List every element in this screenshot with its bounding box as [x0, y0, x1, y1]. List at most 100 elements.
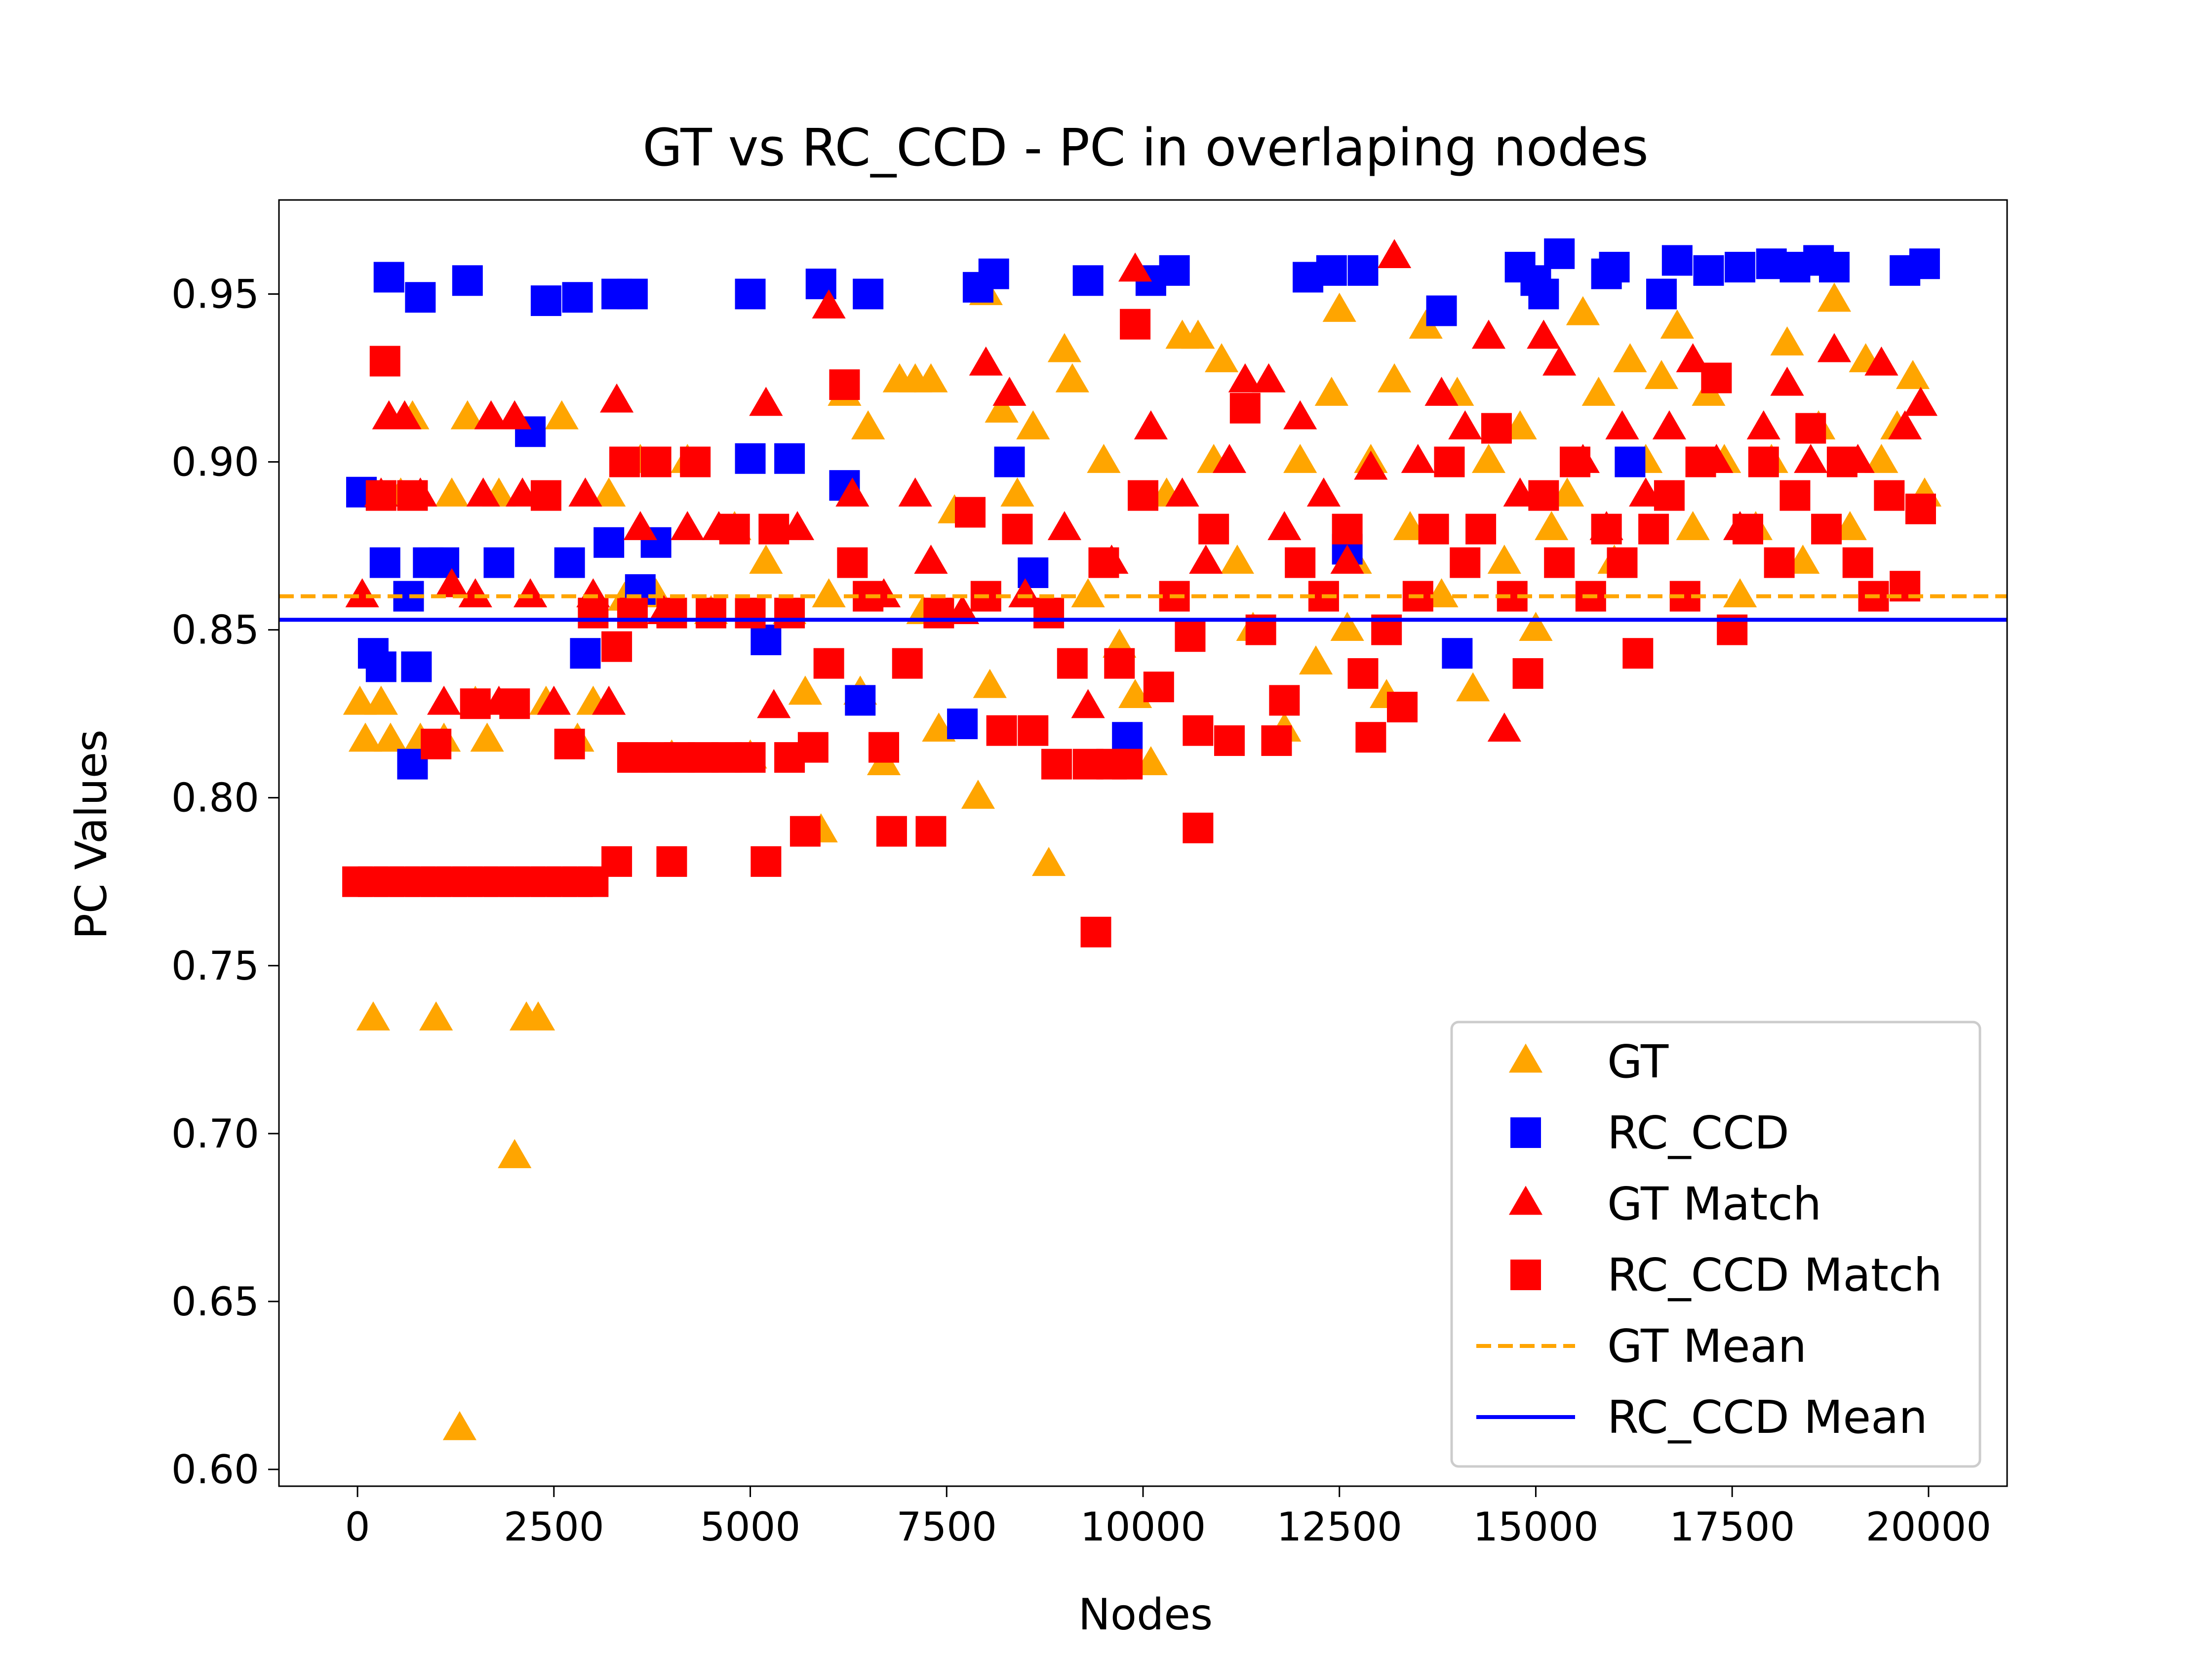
gt-point	[356, 1001, 391, 1030]
rc-ccd-point	[1909, 248, 1940, 279]
gt-point	[545, 400, 579, 430]
x-tick-label: 2500	[504, 1504, 604, 1550]
gt-match-point	[623, 511, 657, 540]
gt-match-point	[1047, 511, 1082, 540]
gt-point	[1314, 376, 1348, 406]
x-tick-label: 20000	[1866, 1504, 1992, 1550]
rc-ccd-match-point	[1544, 547, 1575, 578]
rc-ccd-match-point	[617, 597, 648, 629]
gt-match-point	[1817, 333, 1852, 362]
rc-ccd-match-point	[1332, 514, 1363, 545]
gt-match-point	[498, 400, 532, 430]
gt-point	[1322, 292, 1356, 322]
gt-point	[1613, 343, 1647, 372]
gt-point	[1220, 545, 1255, 574]
rc-ccd-match-point	[696, 597, 726, 629]
gt-match-point	[1283, 400, 1317, 430]
gt-match-point	[1228, 363, 1262, 393]
legend-label: RC_CCD	[1607, 1106, 1789, 1159]
gt-match-point	[835, 477, 869, 507]
gt-point	[1535, 511, 1569, 540]
rc-ccd-match-point	[1685, 446, 1716, 477]
gt-point	[1456, 672, 1490, 702]
rc-ccd-match-point	[1080, 916, 1111, 948]
rc-ccd-point	[570, 638, 601, 669]
gt-point	[973, 669, 1007, 698]
rc-ccd-point	[452, 265, 483, 296]
gt-point	[498, 1139, 532, 1168]
gt-match-point	[1903, 387, 1938, 416]
gt-match-point	[388, 400, 422, 430]
gt-match-point	[1354, 450, 1388, 480]
rc-ccd-match-point	[1842, 547, 1873, 578]
gt-point	[442, 1411, 477, 1440]
rc-ccd-match-point	[1387, 692, 1418, 723]
rc-ccd-match-point	[1261, 725, 1292, 756]
rc-ccd-point	[750, 625, 782, 656]
gt-point	[1330, 612, 1364, 641]
gt-point	[1377, 363, 1412, 393]
rc-ccd-match-point	[750, 846, 782, 877]
gt-point	[1487, 545, 1521, 574]
rc-ccd-point	[1599, 252, 1630, 283]
gt-match-point	[1864, 346, 1898, 376]
rc-ccd-match-point	[601, 631, 632, 662]
rc-ccd-point	[405, 282, 436, 313]
gt-match-point	[1794, 444, 1828, 473]
rc-ccd-point	[735, 278, 766, 310]
rc-ccd-point	[1615, 446, 1646, 477]
gt-point	[1660, 309, 1694, 339]
gt-point	[1896, 359, 1930, 389]
gt-match-point	[1471, 319, 1506, 349]
y-tick-label: 0.90	[171, 439, 259, 485]
rc-ccd-point	[369, 547, 400, 578]
legend-label: GT	[1607, 1035, 1669, 1088]
gt-match-point	[1071, 689, 1105, 718]
gt-match-point	[1424, 376, 1459, 406]
gt-point	[343, 685, 377, 715]
rc-ccd-point	[1072, 265, 1104, 296]
gt-match-point	[434, 568, 469, 597]
rc-ccd-match-point	[601, 846, 632, 877]
rc-ccd-point	[845, 685, 876, 716]
rc-ccd-point	[1661, 245, 1693, 276]
rc-ccd-match-point	[554, 728, 585, 759]
series-rc-ccd-match	[342, 309, 1936, 948]
gt-match-point	[749, 387, 783, 416]
rc-ccd-point	[1725, 252, 1756, 283]
rc-ccd-match-point	[829, 369, 860, 400]
gt-match-point	[1165, 477, 1199, 507]
rc-ccd-match-point	[1285, 547, 1316, 578]
rc-ccd-match-point	[735, 597, 766, 629]
gt-match-point	[345, 578, 379, 607]
y-tick-label: 0.70	[171, 1111, 259, 1157]
legend-box	[1450, 1021, 1981, 1468]
rc-ccd-match-point	[1018, 715, 1049, 746]
rc-ccd-point	[483, 547, 514, 578]
gt-point	[1817, 282, 1852, 312]
rc-ccd-match-point	[1434, 446, 1465, 477]
gt-match-point	[1118, 252, 1152, 282]
rc-ccd-match-point	[1450, 547, 1481, 578]
gt-match-point	[427, 685, 461, 715]
gt-point	[1031, 847, 1066, 876]
rc-ccd-match-point	[640, 446, 672, 477]
gt-point	[1087, 444, 1121, 473]
legend-marker	[1508, 1043, 1543, 1073]
rc-ccd-point	[562, 282, 593, 313]
gt-point	[1299, 645, 1333, 674]
gt-match-point	[914, 545, 948, 574]
gt-point	[749, 545, 783, 574]
x-tick-label: 15000	[1473, 1504, 1599, 1550]
gt-point	[1581, 376, 1616, 406]
gt-match-point	[898, 477, 932, 507]
rc-ccd-point	[617, 278, 648, 310]
gt-match-point	[599, 383, 634, 413]
rc-ccd-match-point	[369, 346, 400, 377]
gt-point	[788, 675, 823, 705]
rc-ccd-match-point	[719, 514, 750, 545]
rc-ccd-match-point	[1041, 749, 1072, 780]
rc-ccd-match-point	[1795, 413, 1826, 444]
y-axis-label: PC Values	[66, 729, 117, 939]
